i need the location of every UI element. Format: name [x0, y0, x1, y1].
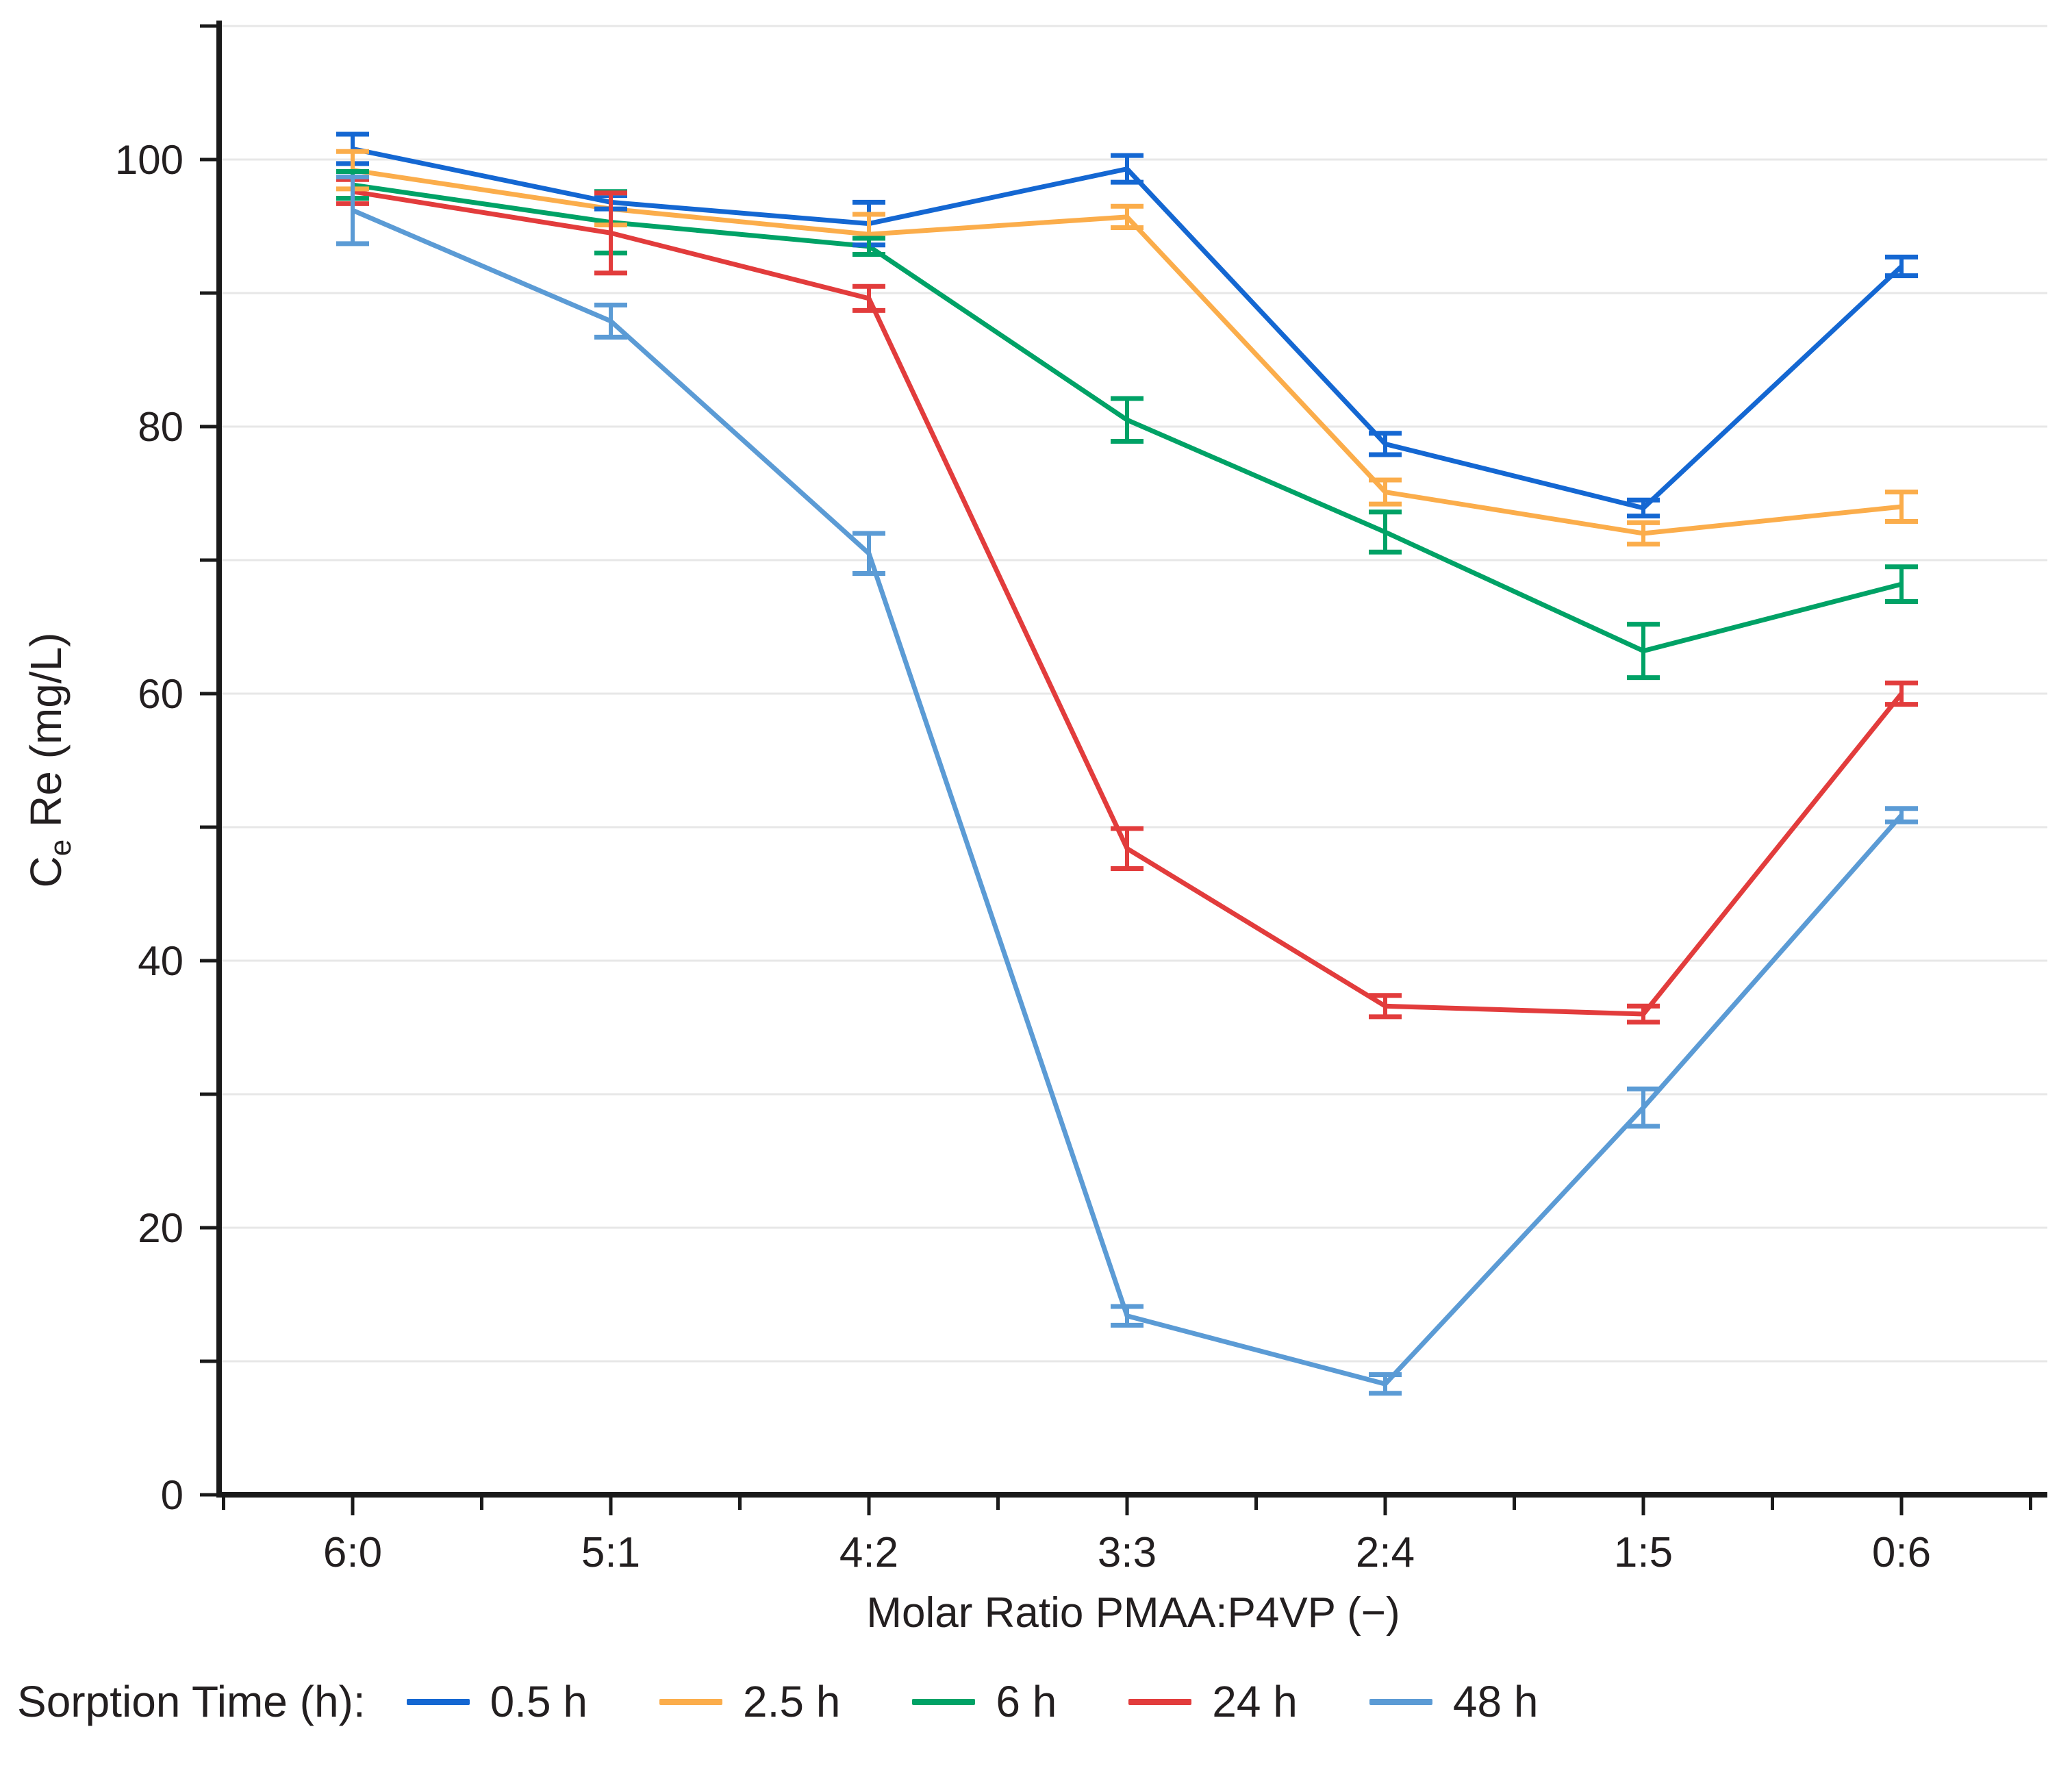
x-tick-label: 3:3: [1098, 1529, 1157, 1576]
legend-item-0.5-h: 0.5 h: [406, 1676, 588, 1727]
legend-swatch-icon: [659, 1698, 722, 1705]
series-line-48-h: [351, 207, 1904, 1387]
y-tick-label: 40: [138, 938, 184, 984]
x-tick-label: 1:5: [1614, 1529, 1673, 1576]
y-tick-label: 0: [161, 1472, 184, 1518]
legend-swatch-icon: [1128, 1698, 1192, 1705]
legend-swatch-icon: [1369, 1698, 1432, 1705]
x-tick-label: 5:1: [581, 1529, 640, 1576]
y-axis-title-rest: Re (mg/L): [21, 632, 71, 839]
legend-swatch-icon: [912, 1698, 976, 1705]
legend: Sorption Time (h): 0.5 h 2.5 h 6 h 24 h 48 h: [17, 1660, 2058, 1743]
legend-item-label: 6 h: [996, 1677, 1057, 1726]
y-axis-title-subscript: e: [43, 839, 77, 857]
x-tick-label: 6:0: [323, 1529, 382, 1576]
legend-title: Sorption Time (h):: [17, 1677, 366, 1726]
x-tick-label: 4:2: [839, 1529, 898, 1576]
y-tick-label: 20: [138, 1205, 184, 1251]
legend-item-label: 2.5 h: [742, 1677, 841, 1726]
legend-item-label: 0.5 h: [490, 1677, 588, 1726]
y-axis-title: Ce Re (mg/L): [21, 633, 78, 888]
x-tick-label: 2:4: [1356, 1529, 1415, 1576]
legend-item-24-h: 24 h: [1128, 1676, 1298, 1727]
legend-item-48-h: 48 h: [1369, 1676, 1539, 1727]
y-tick-label: 60: [138, 671, 184, 717]
legend-item-label: 48 h: [1452, 1677, 1539, 1726]
legend-item-2.5-h: 2.5 h: [659, 1676, 840, 1727]
y-tick-label: 80: [138, 404, 184, 450]
x-tick-label: 0:6: [1872, 1529, 1931, 1576]
legend-item-label: 24 h: [1212, 1677, 1298, 1726]
x-axis-title: Molar Ratio PMAA:P4VP (−): [866, 1589, 1400, 1637]
series-line-24-h: [352, 189, 1904, 1017]
legend-swatch-icon: [406, 1698, 470, 1705]
y-tick-label: 100: [115, 137, 184, 183]
legend-item-6-h: 6 h: [912, 1676, 1057, 1727]
y-axis-title-prefix: C: [21, 856, 71, 888]
